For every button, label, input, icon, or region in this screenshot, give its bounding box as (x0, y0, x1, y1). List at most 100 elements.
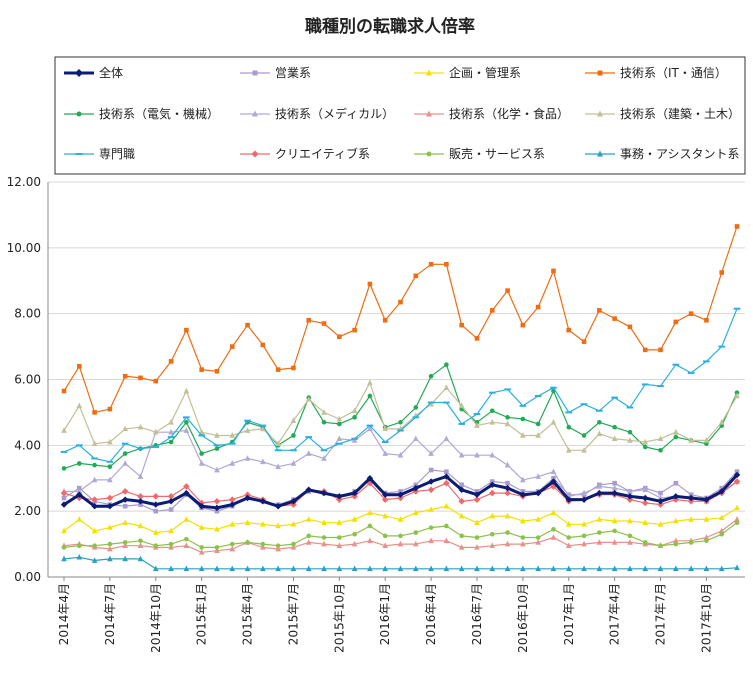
data-point (489, 418, 496, 425)
data-point (504, 512, 511, 519)
data-point (122, 425, 128, 432)
data-point (184, 536, 189, 542)
data-point (581, 339, 587, 344)
data-point (275, 367, 281, 372)
data-point (214, 368, 220, 374)
data-point (535, 421, 541, 427)
x-tick-label: 2016年4月 (424, 583, 438, 645)
data-point (443, 565, 450, 572)
data-point (244, 565, 251, 572)
data-point (91, 557, 98, 563)
data-point (658, 490, 663, 496)
data-point (321, 535, 327, 540)
data-point (612, 316, 617, 321)
x-tick-label: 2014年10月 (149, 583, 163, 653)
data-point (107, 545, 113, 552)
data-point (443, 537, 450, 544)
legend-box (54, 56, 746, 175)
data-point (611, 565, 618, 572)
data-point (367, 509, 373, 516)
data-point (627, 324, 633, 330)
data-point (275, 463, 281, 470)
data-point (474, 535, 480, 540)
data-point (76, 553, 83, 560)
data-point (581, 533, 587, 539)
data-point (198, 524, 205, 530)
data-point (458, 402, 465, 409)
data-point (168, 428, 174, 435)
data-point (642, 486, 649, 493)
data-point (76, 488, 83, 494)
data-point (459, 322, 464, 328)
data-point (459, 482, 464, 488)
data-point (550, 386, 557, 389)
data-point (168, 507, 174, 512)
series-4 (61, 224, 740, 415)
data-point (733, 307, 741, 310)
data-point (642, 519, 649, 525)
x-tick-label: 2016年10月 (516, 583, 530, 653)
data-point (398, 489, 403, 494)
data-point (565, 521, 572, 527)
data-point (321, 565, 327, 572)
series-11 (61, 520, 740, 550)
data-point (596, 539, 603, 545)
data-point (565, 542, 572, 549)
data-point (734, 224, 740, 229)
data-point (321, 419, 327, 425)
data-point (703, 516, 710, 522)
data-point (443, 479, 450, 487)
legend-swatch-marker (597, 110, 603, 117)
data-point (627, 533, 633, 539)
data-point (305, 436, 313, 439)
data-point (412, 484, 419, 492)
data-point (244, 491, 251, 499)
data-point (107, 464, 113, 470)
data-point (167, 498, 175, 505)
series-line (63, 382, 738, 451)
data-point (489, 531, 495, 537)
data-point (413, 405, 419, 410)
data-point (596, 483, 603, 489)
data-point (673, 517, 679, 524)
data-point (520, 517, 526, 524)
data-point (704, 538, 709, 544)
data-point (550, 468, 557, 474)
data-point (611, 435, 618, 442)
legend-label: 技術系（化学・食品） (449, 106, 569, 121)
data-point (60, 450, 68, 453)
data-point (719, 531, 725, 537)
data-point (121, 496, 129, 503)
x-tick-label: 2017年7月 (654, 583, 668, 645)
x-tick-label: 2015年4月 (241, 583, 255, 645)
data-point (412, 509, 419, 516)
data-point (596, 565, 603, 572)
data-point (580, 496, 588, 503)
data-point (183, 483, 190, 490)
data-point (137, 522, 144, 529)
data-point (565, 496, 572, 503)
data-point (535, 432, 541, 438)
data-point (152, 428, 159, 435)
data-point (122, 503, 128, 509)
data-point (718, 345, 726, 348)
data-point (305, 539, 312, 545)
data-point (398, 299, 403, 305)
data-point (382, 565, 389, 572)
data-point (672, 493, 680, 500)
data-point (106, 494, 114, 502)
data-point (122, 555, 128, 562)
data-point (183, 565, 190, 572)
data-point (76, 461, 82, 466)
x-tick-label: 2014年4月 (57, 583, 71, 645)
data-point (611, 396, 618, 399)
data-point (107, 555, 113, 562)
data-point (535, 516, 541, 522)
series-8 (61, 379, 740, 453)
data-point (627, 539, 633, 545)
data-point (627, 488, 633, 494)
data-point (581, 446, 587, 453)
data-point (504, 461, 511, 468)
data-point (673, 565, 679, 572)
data-point (413, 530, 419, 535)
